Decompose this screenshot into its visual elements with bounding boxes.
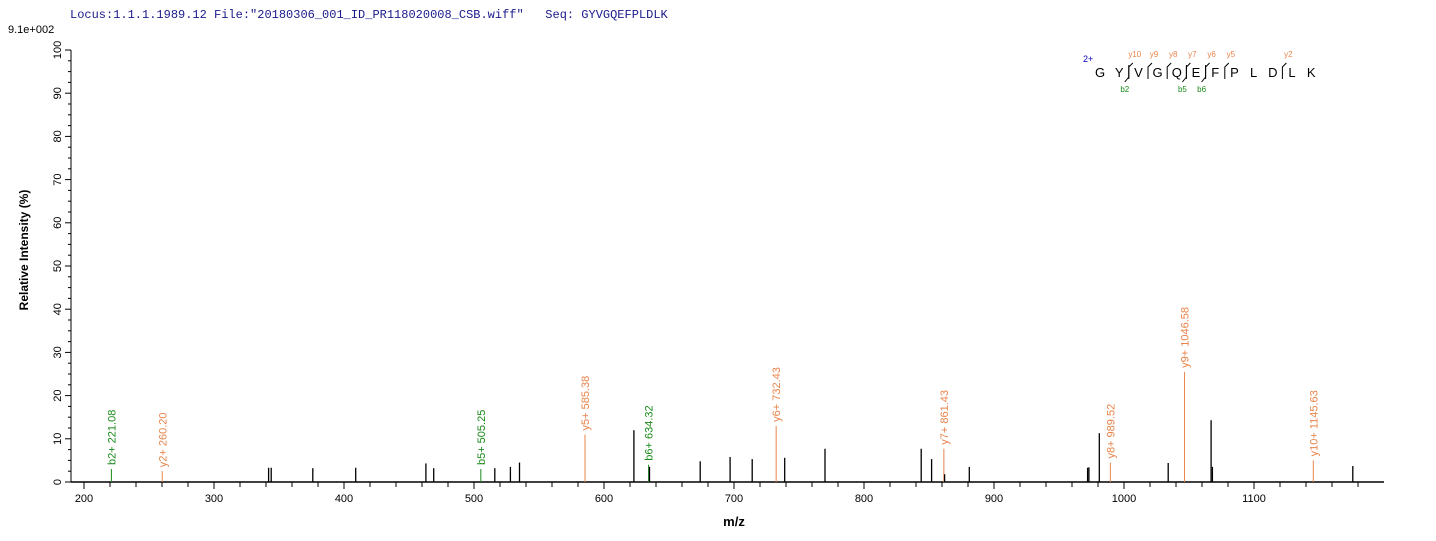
peak-label: y6+ 732.43 xyxy=(771,367,783,422)
x-tick-label: 700 xyxy=(725,493,743,505)
locus: Locus:1.1.1.1989.12 xyxy=(70,8,207,22)
x-tick-label: 500 xyxy=(465,493,483,505)
y-tick-label: 20 xyxy=(52,389,64,401)
y-axis-label: Relative Intensity (%) xyxy=(17,190,31,311)
y-ion-label: y8 xyxy=(1169,50,1178,59)
charge-state: 2+ xyxy=(1083,54,1093,64)
x-tick-label: 1000 xyxy=(1112,493,1136,505)
b-ion-bracket xyxy=(1124,65,1130,83)
peak-label: y8+ 989.52 xyxy=(1105,404,1117,459)
x-tick-label: 200 xyxy=(75,493,93,505)
residue: G xyxy=(1095,65,1105,80)
b-ion-bracket xyxy=(1182,65,1187,83)
y-tick-label: 70 xyxy=(52,173,64,185)
b-ion-label: b6 xyxy=(1197,85,1206,94)
y-ion-bracket xyxy=(1147,62,1153,79)
residue: L xyxy=(1288,65,1295,80)
sequence: Seq: GYVGQEFPLDLK xyxy=(545,8,668,22)
y-ion-label: y7 xyxy=(1188,50,1197,59)
x-axis-label: m/z xyxy=(723,514,745,529)
x-tick-label: 800 xyxy=(855,493,873,505)
residue: G xyxy=(1153,65,1163,80)
y-tick-label: 50 xyxy=(52,260,64,272)
peak-label: y10+ 1145.63 xyxy=(1308,390,1320,456)
residue: Q xyxy=(1172,65,1182,80)
residue: V xyxy=(1134,65,1143,80)
y-ion-label: y10 xyxy=(1128,50,1141,59)
residue: F xyxy=(1211,65,1219,80)
peak-label: y5+ 585.38 xyxy=(580,376,592,431)
y-ion-label: y9 xyxy=(1150,50,1159,59)
peak-label: y2+ 260.20 xyxy=(157,412,169,467)
y-ion-bracket xyxy=(1166,62,1172,79)
peak-label: y7+ 861.43 xyxy=(939,390,951,445)
peak-label: y9+ 1046.58 xyxy=(1180,307,1192,368)
y-tick-label: 10 xyxy=(52,433,64,445)
y-ion-bracket xyxy=(1205,62,1210,79)
peak-label: b6+ 634.32 xyxy=(644,405,656,460)
residue: K xyxy=(1307,65,1316,80)
y-tick-label: 0 xyxy=(52,479,64,485)
residue: E xyxy=(1192,65,1201,80)
y-tick-label: 30 xyxy=(52,346,64,358)
intensity-scale: 9.1e+002 xyxy=(8,24,55,36)
residue: L xyxy=(1250,65,1257,80)
x-tick-label: 600 xyxy=(595,493,613,505)
peak-label: b2+ 221.08 xyxy=(106,410,118,465)
x-tick-label: 300 xyxy=(205,493,223,505)
file-name: File:"20180306_001_ID_PR118020008_CSB.wi… xyxy=(214,8,524,22)
y-ion-label: y2 xyxy=(1284,50,1293,59)
y-ion-bracket xyxy=(1185,62,1191,79)
b-ion-label: b2 xyxy=(1120,85,1129,94)
y-tick-label: 40 xyxy=(52,303,64,315)
x-tick-label: 400 xyxy=(335,493,353,505)
y-tick-label: 90 xyxy=(52,87,64,99)
y-ion-label: y5 xyxy=(1227,50,1236,59)
residue: D xyxy=(1268,65,1277,80)
spectrum-header: Locus:1.1.1.1989.12 File:"20180306_001_I… xyxy=(70,8,668,22)
residue: Y xyxy=(1115,65,1124,80)
residue: P xyxy=(1230,65,1239,80)
peak-label: b5+ 505.25 xyxy=(476,410,488,465)
y-tick-label: 60 xyxy=(52,217,64,229)
y-ion-label: y6 xyxy=(1207,50,1216,59)
y-tick-label: 80 xyxy=(52,130,64,142)
y-ion-bracket xyxy=(1128,62,1134,79)
b-ion-label: b5 xyxy=(1178,85,1187,94)
y-ion-bracket xyxy=(1281,62,1287,79)
y-ion-bracket xyxy=(1224,62,1230,79)
b-ion-bracket xyxy=(1201,65,1207,83)
y-tick-label: 100 xyxy=(52,41,64,59)
x-tick-label: 1100 xyxy=(1242,493,1266,505)
x-tick-label: 900 xyxy=(985,493,1003,505)
